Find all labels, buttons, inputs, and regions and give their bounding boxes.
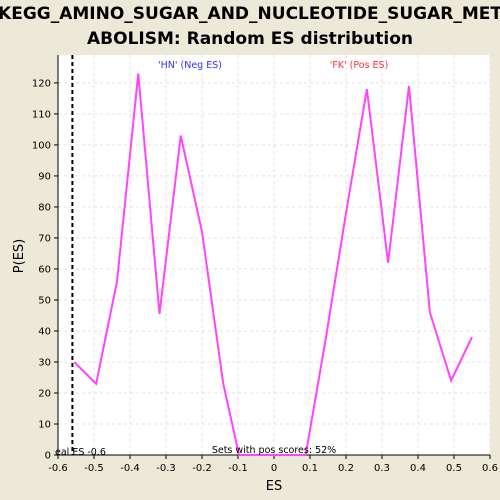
y-tick-label: 120 <box>32 78 51 89</box>
y-tick-label: 50 <box>38 295 51 306</box>
chart-title-line-1: KEGG_AMINO_SUGAR_AND_NUCLEOTIDE_SUGAR_ME… <box>0 4 500 24</box>
y-tick-label: 10 <box>38 419 51 430</box>
x-axis-ticks: -0.6 -0.5 -0.4 -0.3 -0.2 -0.1 0 0.1 0.2 0.3 0.4 0.5… <box>48 455 498 474</box>
x-tick-label: -0.2 <box>192 463 212 474</box>
x-axis-label: ES <box>266 479 282 494</box>
x-tick-label: 0.5 <box>446 463 462 474</box>
y-tick-label: 90 <box>38 171 51 182</box>
x-tick-label: 0 <box>271 463 277 474</box>
x-tick-label: -0.5 <box>84 463 104 474</box>
x-tick-label: 0.3 <box>374 463 390 474</box>
x-tick-label: 0.4 <box>410 463 426 474</box>
neg-es-label: 'HN' (Neg ES) <box>158 60 222 71</box>
series-group <box>73 73 473 456</box>
y-tick-label: 60 <box>38 264 51 275</box>
y-tick-label: 40 <box>38 326 51 337</box>
y-tick-label: 80 <box>38 202 51 213</box>
y-tick-label: 20 <box>38 388 51 399</box>
y-axis-ticks: 0 10 20 30 40 50 60 70 80 90 100 110 120 <box>32 78 58 462</box>
y-tick-label: 110 <box>32 109 51 120</box>
y-axis-label: P(ES) <box>12 239 27 273</box>
pos-scores-text: Sets with pos scores: 52% <box>212 445 336 456</box>
y-tick-label: 70 <box>38 233 51 244</box>
y-tick-label: 100 <box>32 140 51 151</box>
series-line <box>73 73 473 456</box>
x-tick-label: 0.6 <box>482 463 498 474</box>
x-tick-label: -0.3 <box>156 463 176 474</box>
chart-title-line-2: ABOLISM: Random ES distribution <box>87 29 413 49</box>
actual-es-label: eal ES -0.6 <box>55 447 106 458</box>
x-tick-label: -0.4 <box>120 463 140 474</box>
y-tick-label: 0 <box>45 451 51 462</box>
x-tick-label: 0.2 <box>338 463 354 474</box>
x-tick-label: 0.1 <box>302 463 318 474</box>
pos-es-label: 'FK' (Pos ES) <box>330 60 389 71</box>
y-tick-label: 30 <box>38 357 51 368</box>
x-tick-label: -0.1 <box>228 463 248 474</box>
x-tick-label: -0.6 <box>48 463 68 474</box>
